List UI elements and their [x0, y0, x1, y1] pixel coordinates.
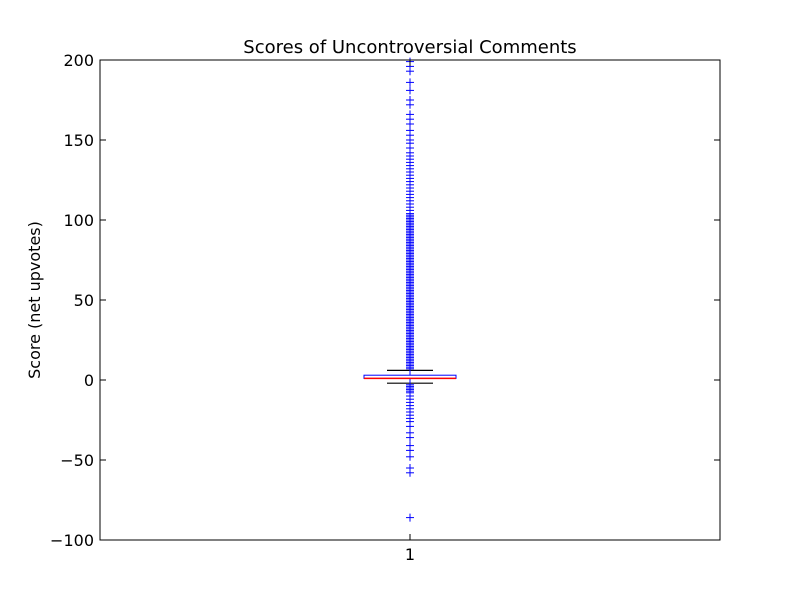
outlier-point — [406, 86, 414, 95]
y-axis: −100 −50 0 50 100 150 200 — [50, 51, 720, 550]
y-tick-label: 150 — [63, 131, 94, 150]
outlier-point — [406, 464, 414, 472]
y-tick-label: 100 — [63, 211, 94, 230]
x-tick-label: 1 — [405, 545, 415, 564]
y-tick-label: 200 — [63, 51, 94, 70]
outlier-point — [406, 380, 414, 389]
y-tick-label: −100 — [50, 531, 94, 550]
y-axis-label: Score (net upvotes) — [25, 221, 44, 379]
outlier-point — [406, 110, 414, 119]
outlier-point — [406, 441, 414, 450]
y-tick-label: 0 — [84, 371, 94, 390]
plot-area — [363, 57, 457, 522]
y-tick-label: 50 — [74, 291, 94, 310]
x-axis: 1 — [405, 60, 415, 564]
outlier-point — [406, 513, 414, 522]
outlier-point — [406, 96, 414, 104]
outlier-point — [406, 78, 414, 87]
y-tick-label: −50 — [60, 451, 94, 470]
chart-title: Scores of Uncontroversial Comments — [243, 37, 576, 58]
